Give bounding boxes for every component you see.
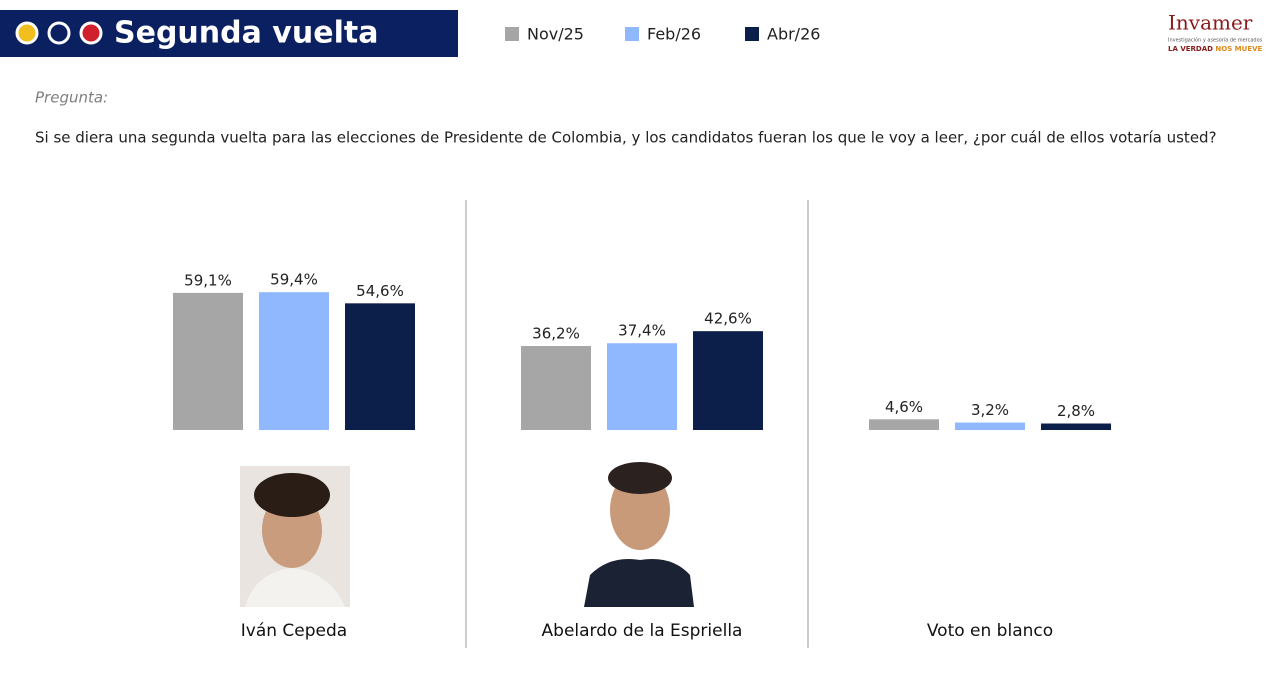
value-label: 2,8% bbox=[1057, 402, 1095, 420]
category-label: Voto en blanco bbox=[927, 621, 1053, 641]
bar bbox=[869, 419, 939, 430]
question-text: Si se diera una segunda vuelta para las … bbox=[35, 129, 1217, 147]
photo bbox=[240, 466, 350, 607]
value-label: 59,1% bbox=[184, 271, 232, 289]
legend-label: Feb/26 bbox=[647, 25, 701, 44]
value-label: 3,2% bbox=[971, 401, 1009, 419]
title-bar bbox=[0, 10, 458, 57]
bar bbox=[259, 292, 329, 430]
title: Segunda vuelta bbox=[114, 16, 378, 51]
suit bbox=[584, 559, 694, 607]
question-label: Pregunta: bbox=[35, 89, 108, 107]
dot bbox=[15, 21, 39, 45]
legend-swatch bbox=[625, 27, 639, 41]
dot bbox=[79, 21, 103, 45]
value-label: 59,4% bbox=[270, 271, 318, 289]
value-label: 54,6% bbox=[356, 282, 404, 300]
value-label: 4,6% bbox=[885, 398, 923, 416]
value-label: 36,2% bbox=[532, 325, 580, 343]
slogan-main: LA VERDAD bbox=[1168, 45, 1213, 53]
hair bbox=[608, 462, 672, 494]
legend-label: Nov/25 bbox=[527, 25, 584, 44]
bar bbox=[607, 343, 677, 430]
category-label: Iván Cepeda bbox=[241, 621, 347, 641]
bar bbox=[521, 346, 591, 430]
brand-tagline: Investigación y asesoría de mercados bbox=[1168, 37, 1263, 44]
slogan: LA VERDAD NOS MUEVE bbox=[1168, 45, 1263, 53]
legend-label: Abr/26 bbox=[767, 25, 820, 44]
legend-swatch bbox=[505, 27, 519, 41]
slogan-accent: NOS MUEVE bbox=[1215, 45, 1262, 53]
category-label: Abelardo de la Espriella bbox=[542, 621, 743, 641]
photo bbox=[584, 458, 694, 607]
brand: Invamer bbox=[1168, 11, 1253, 35]
hair bbox=[254, 473, 330, 517]
legend-swatch bbox=[745, 27, 759, 41]
bar bbox=[955, 422, 1025, 430]
value-label: 42,6% bbox=[704, 310, 752, 328]
bar bbox=[1041, 423, 1111, 430]
dot bbox=[47, 21, 71, 45]
value-label: 37,4% bbox=[618, 322, 666, 340]
shirt bbox=[245, 568, 345, 607]
bar bbox=[173, 292, 243, 430]
bar bbox=[693, 331, 763, 430]
bar bbox=[345, 303, 415, 430]
